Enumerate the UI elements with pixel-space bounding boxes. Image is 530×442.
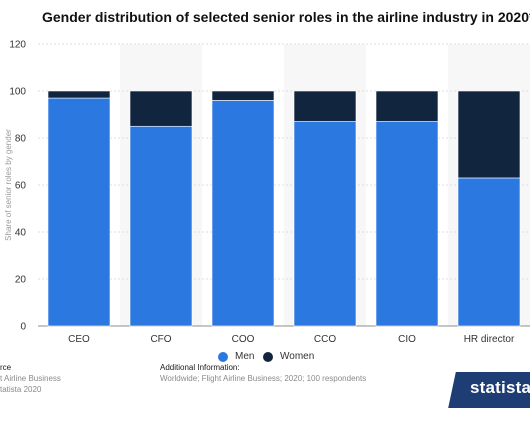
y-axis-label: Share of senior roles by gender — [4, 129, 13, 241]
y-tick-label: 40 — [15, 228, 27, 239]
x-tick-label: CFO — [150, 334, 171, 345]
x-tick-label: HR director — [464, 334, 515, 345]
legend-swatch-women — [263, 351, 273, 362]
bar-women-cio[interactable] — [375, 90, 439, 122]
bar-men-cfo[interactable] — [129, 125, 193, 327]
bar-women-coo[interactable] — [211, 90, 275, 101]
bar-women-ceo[interactable] — [47, 90, 111, 99]
bar-women-cfo[interactable] — [129, 90, 193, 127]
source-block: rce t Airline Business tatista 2020 — [0, 362, 61, 395]
source-line: t Airline Business — [0, 374, 61, 383]
source-line: tatista 2020 — [0, 385, 42, 394]
bar-men-hr-director[interactable] — [457, 177, 521, 327]
stacked-bar-chart: 0 20 40 60 80 100 120 CEO CFO COO CCO CIO HR direct… — [4, 40, 530, 345]
statista-logo-text: statista — [470, 378, 530, 397]
additional-info-heading: Additional Information: — [160, 363, 240, 372]
x-tick-label: CIO — [398, 334, 416, 345]
bar-men-ceo[interactable] — [47, 97, 111, 327]
x-tick-label: COO — [232, 334, 255, 345]
y-tick-label: 0 — [20, 322, 26, 333]
y-tick-label: 100 — [9, 87, 26, 98]
y-tick-label: 20 — [15, 275, 27, 286]
bar-women-hr-director[interactable] — [457, 90, 521, 179]
additional-info-block: Additional Information: Worldwide; Fligh… — [160, 362, 366, 384]
x-tick-label: CCO — [314, 334, 336, 345]
chart-title: Gender distribution of selected senior r… — [42, 9, 530, 25]
legend-item-men[interactable]: Men — [218, 351, 254, 362]
y-tick-label: 80 — [15, 134, 27, 145]
bar-men-coo[interactable] — [211, 100, 275, 327]
additional-info-text: Worldwide; Flight Airline Business; 2020… — [160, 374, 367, 383]
bar-men-cio[interactable] — [375, 121, 439, 327]
x-tick-label: CEO — [68, 334, 90, 345]
legend: Men Women — [0, 351, 530, 367]
legend-item-women[interactable]: Women — [263, 351, 314, 362]
source-heading: rce — [0, 363, 12, 372]
bar-women-cco[interactable] — [293, 90, 357, 122]
legend-label-men: Men — [235, 351, 255, 362]
y-tick-label: 60 — [15, 181, 27, 192]
y-tick-label: 120 — [9, 40, 26, 51]
legend-label-women: Women — [280, 351, 315, 362]
bar-men-cco[interactable] — [293, 121, 357, 327]
legend-swatch-men — [218, 351, 228, 362]
